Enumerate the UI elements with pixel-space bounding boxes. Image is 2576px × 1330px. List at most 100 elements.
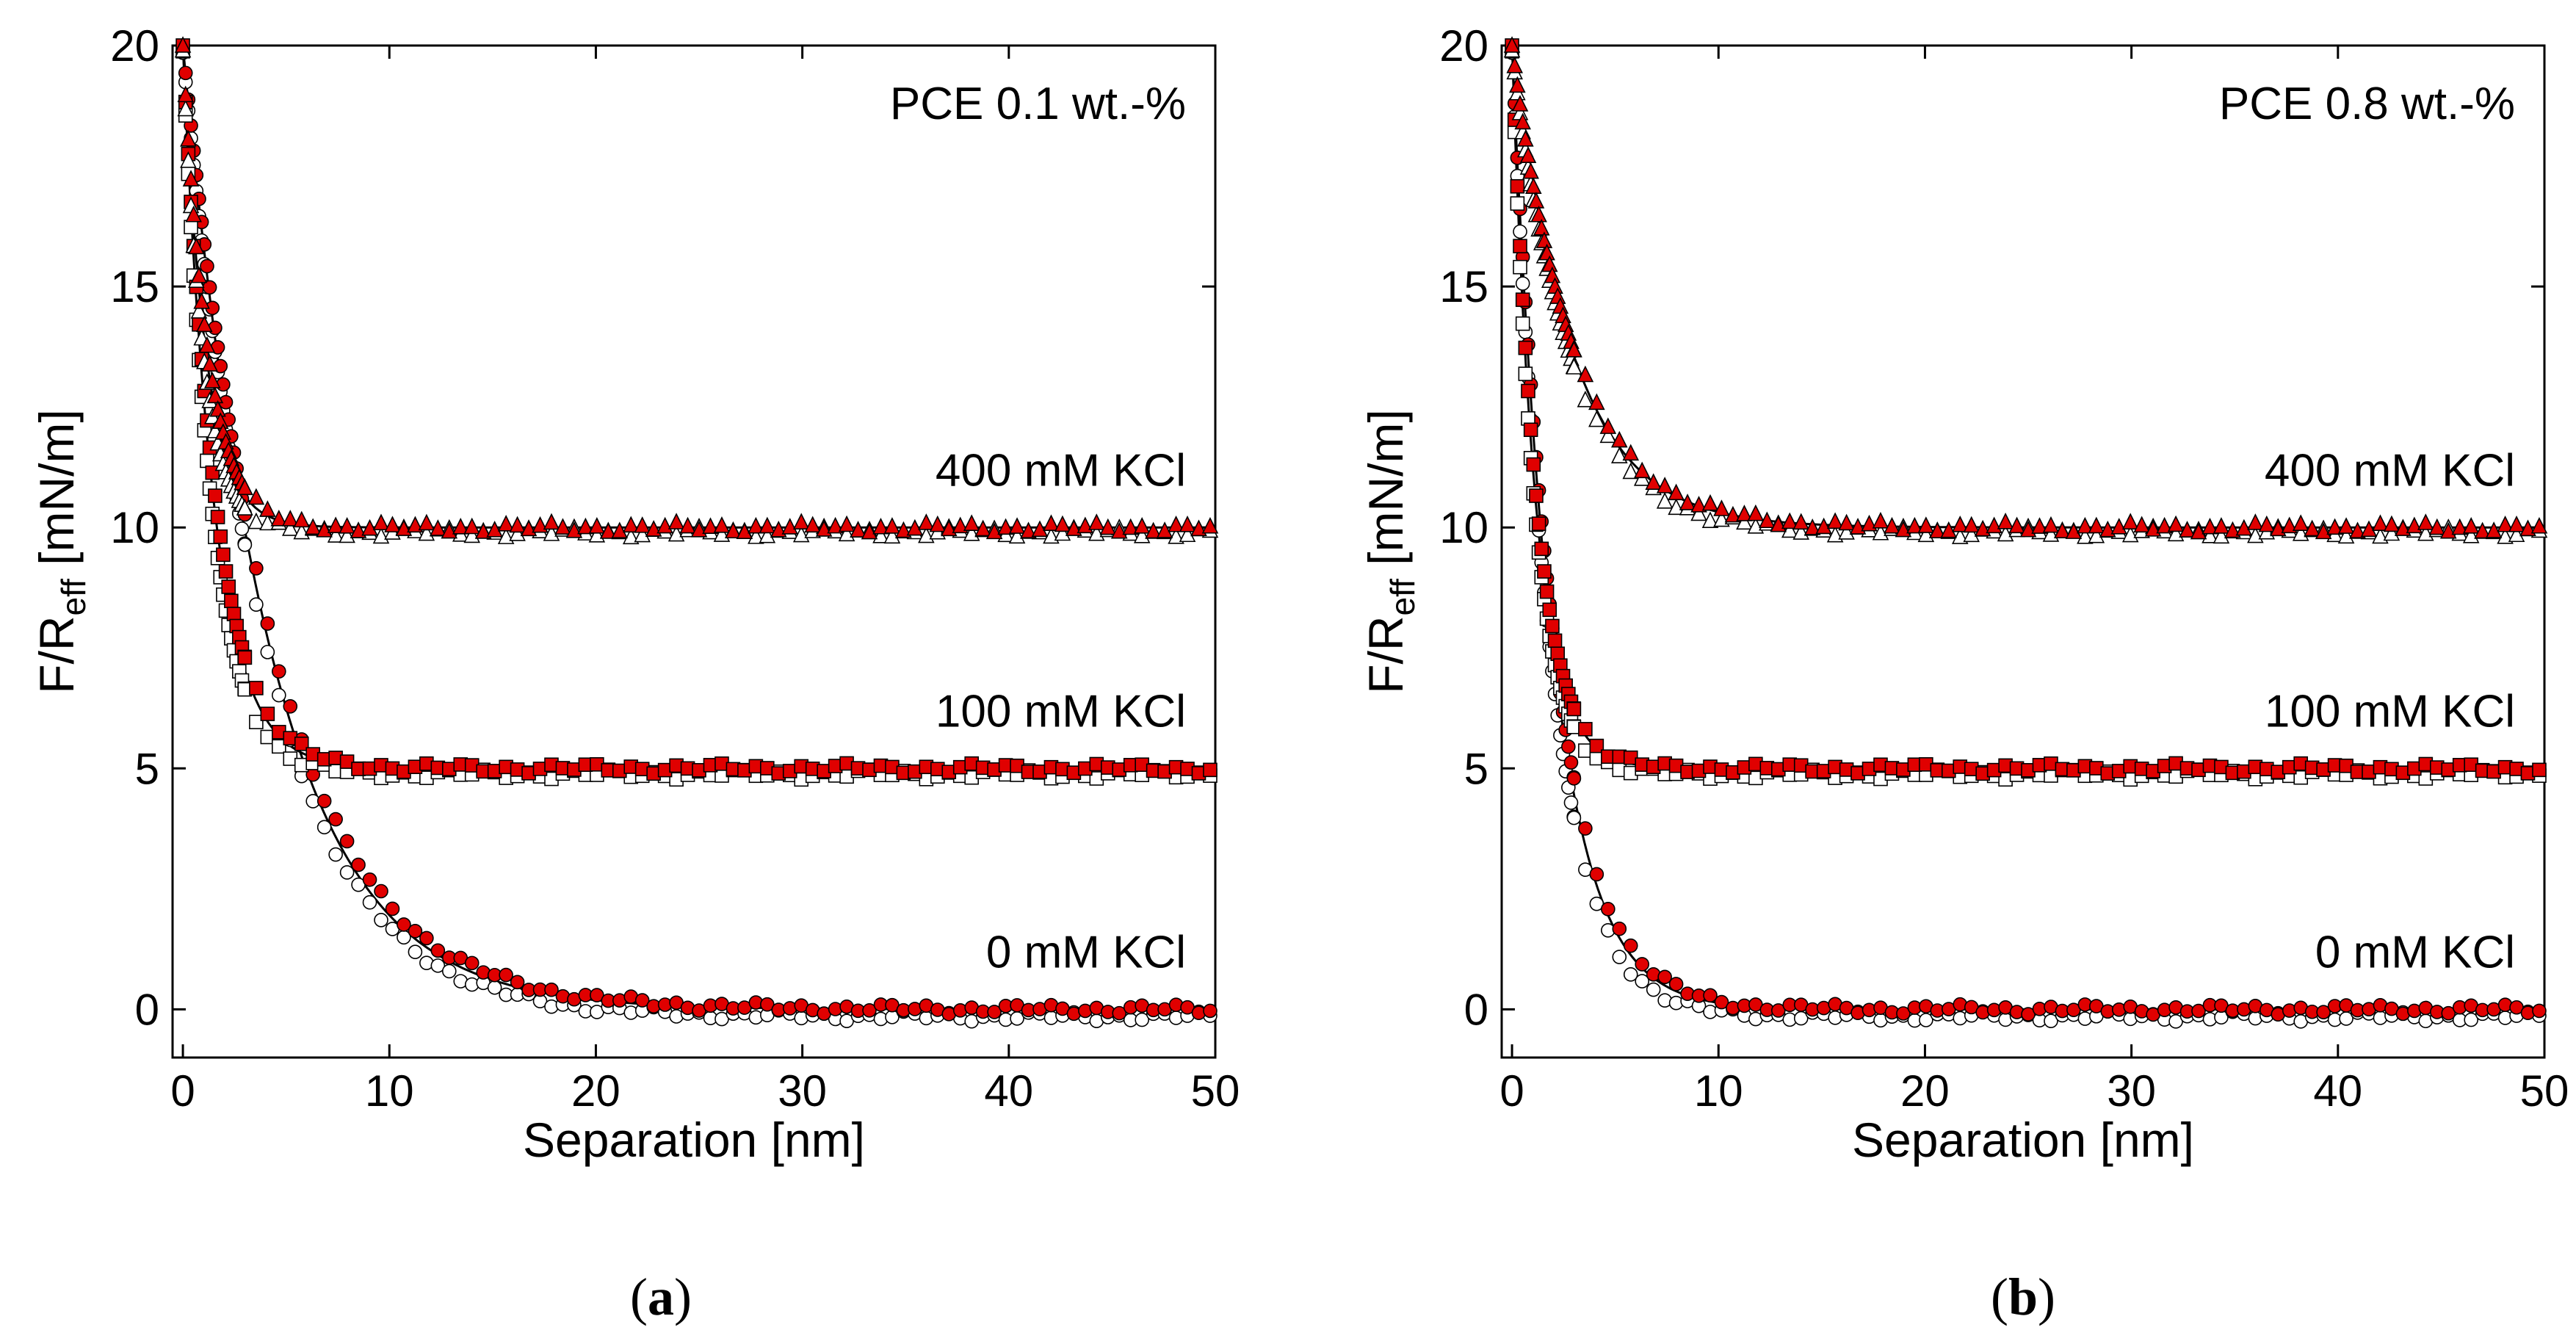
data-point-triangle <box>702 517 719 534</box>
data-point-square <box>1534 541 1549 557</box>
data-point-circle <box>590 988 604 1002</box>
data-point-triangle <box>2337 517 2355 534</box>
data-point-triangle <box>792 513 810 530</box>
data-point-triangle <box>2008 516 2025 534</box>
data-point-triangle <box>918 513 935 530</box>
data-point-triangle <box>304 518 322 535</box>
panel-label: (b) <box>1991 1268 2055 1326</box>
series-annotation: 100 mM KCl <box>2265 687 2515 737</box>
data-point-triangle <box>588 517 606 534</box>
data-point-circle <box>1657 969 1672 985</box>
x-tick-label: 0 <box>170 1066 195 1116</box>
x-tick-label: 10 <box>365 1066 414 1116</box>
y-tick-label: 10 <box>110 503 159 552</box>
data-point-triangle <box>2077 527 2094 544</box>
data-point-triangle <box>293 510 311 528</box>
data-point-circle <box>862 1002 877 1018</box>
data-point-square <box>1203 762 1218 778</box>
data-point-triangle <box>430 519 446 536</box>
data-point-triangle <box>236 478 253 496</box>
data-point-triangle <box>1503 36 1521 53</box>
data-point-circle <box>1896 1006 1911 1021</box>
data-point-triangle <box>1599 426 1617 444</box>
data-point-triangle <box>1509 76 1526 93</box>
data-point-square <box>1529 488 1544 503</box>
panel-label: (a) <box>630 1268 692 1326</box>
data-point-triangle <box>2451 518 2469 535</box>
data-point-triangle <box>1838 523 1855 540</box>
data-point-circle <box>328 847 343 862</box>
data-point-triangle <box>997 518 1014 535</box>
data-point-triangle <box>1577 390 1594 408</box>
data-point-square <box>1539 584 1555 599</box>
data-point-triangle <box>1066 519 1082 536</box>
data-point-triangle <box>1872 511 1889 529</box>
data-point-triangle <box>1133 517 1151 534</box>
data-point-triangle <box>1747 517 1765 534</box>
data-point-circle <box>234 521 250 536</box>
data-point-triangle <box>1951 516 1969 532</box>
y-tick-label: 20 <box>110 21 159 71</box>
data-point-circle <box>441 964 457 979</box>
data-point-triangle <box>2247 513 2264 530</box>
data-point-circle <box>1513 224 1527 239</box>
y-axis-label: F/Reff [mN/m] <box>1358 409 1422 694</box>
data-point-triangle <box>2213 527 2230 544</box>
data-point-triangle <box>185 205 202 223</box>
data-point-triangle <box>577 517 594 535</box>
data-point-triangle <box>1997 524 2014 542</box>
data-point-circle <box>487 980 502 995</box>
data-point-triangle <box>497 515 515 532</box>
data-point-triangle <box>1133 527 1151 543</box>
data-point-triangle <box>838 515 855 532</box>
data-point-square <box>1537 564 1552 579</box>
data-point-circle <box>1563 795 1579 810</box>
data-point-triangle <box>1179 515 1196 532</box>
data-point-circle <box>260 645 275 659</box>
x-tick-label: 20 <box>571 1066 621 1116</box>
data-point-circle <box>178 65 193 81</box>
series-annotation: 400 mM KCl <box>936 445 1186 496</box>
chart-title: PCE 0.8 wt.-% <box>2219 79 2515 129</box>
data-point-triangle <box>2190 522 2207 540</box>
data-point-triangle <box>509 524 526 541</box>
data-point-circle <box>1180 1000 1195 1015</box>
data-point-triangle <box>2179 521 2196 538</box>
data-point-triangle <box>1544 266 1561 283</box>
data-point-triangle <box>1690 496 1707 513</box>
data-point-circle <box>634 993 650 1008</box>
data-point-square <box>249 715 264 729</box>
data-point-triangle <box>418 524 435 541</box>
data-point-triangle <box>206 386 224 404</box>
y-tick-label: 0 <box>135 985 159 1034</box>
x-tick-label: 30 <box>2107 1066 2156 1116</box>
data-point-circle <box>1135 1012 1149 1027</box>
data-point-triangle <box>1517 130 1534 147</box>
data-point-triangle <box>2497 527 2514 544</box>
data-point-triangle <box>190 266 208 283</box>
data-point-square <box>339 754 355 769</box>
data-point-triangle <box>1099 518 1117 535</box>
data-point-triangle <box>1656 491 1674 509</box>
data-point-triangle <box>1974 519 1991 537</box>
data-point-triangle <box>645 520 662 537</box>
data-point-triangle <box>281 510 299 527</box>
data-point-circle <box>362 895 377 910</box>
data-point-triangle <box>1201 516 1219 534</box>
data-point-triangle <box>1781 512 1798 530</box>
data-point-triangle <box>180 130 197 147</box>
data-point-triangle <box>2088 516 2105 534</box>
data-point-triangle <box>1519 146 1537 164</box>
chart-title: PCE 0.1 wt.-% <box>890 79 1186 129</box>
data-point-triangle <box>361 518 378 536</box>
data-point-circle <box>1623 967 1638 982</box>
data-point-triangle <box>1645 473 1662 490</box>
data-point-circle <box>339 865 355 880</box>
data-point-triangle <box>554 518 571 535</box>
data-point-square <box>1510 178 1525 194</box>
data-point-circle <box>362 872 377 887</box>
data-point-triangle <box>2269 519 2287 537</box>
data-point-triangle <box>1861 514 1878 532</box>
data-point-triangle <box>2497 515 2514 532</box>
data-point-triangle <box>679 516 696 534</box>
